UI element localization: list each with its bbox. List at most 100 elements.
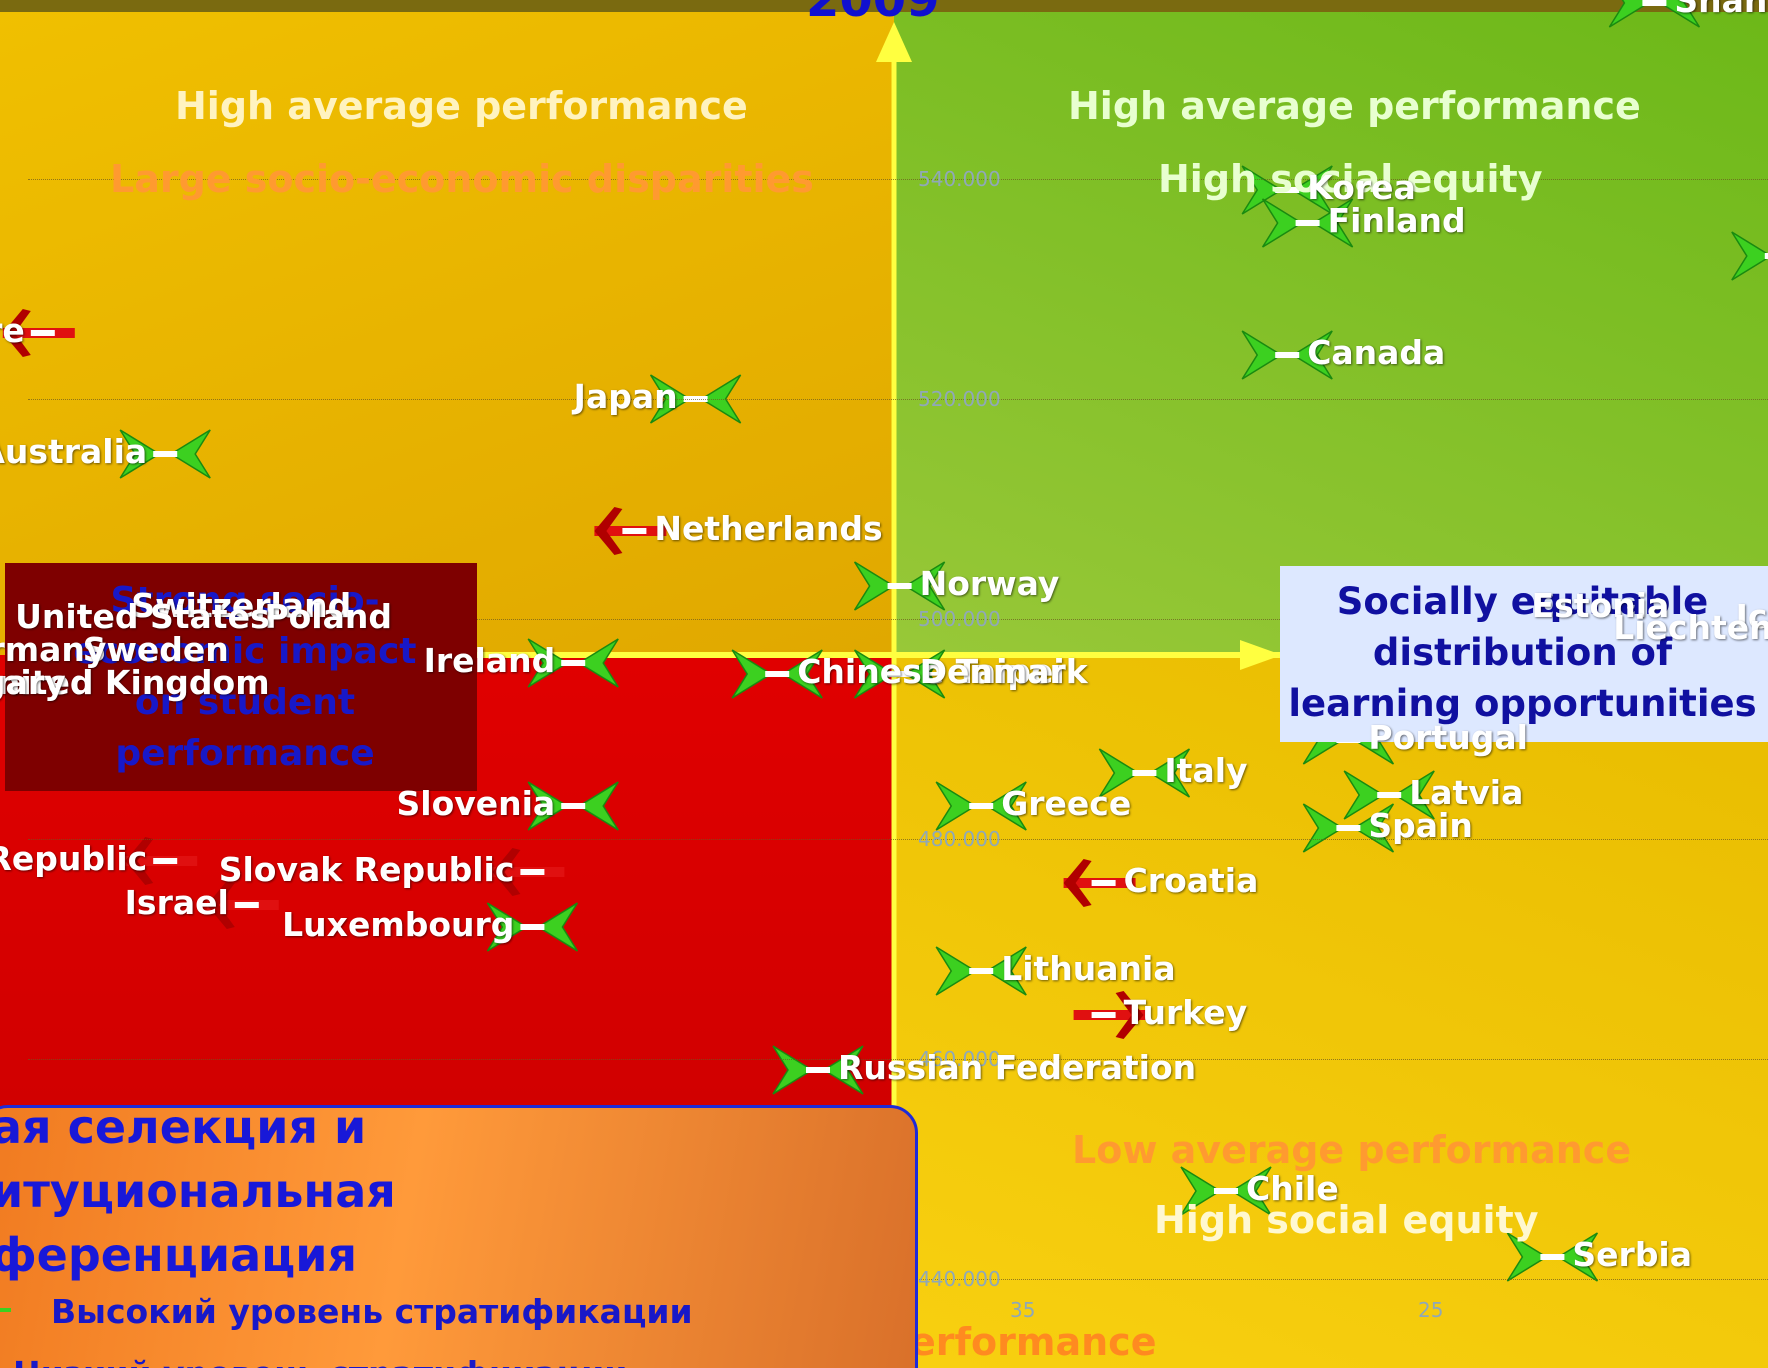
data-point-marker: [206, 881, 279, 929]
country-label: Slovak Republic: [218, 850, 515, 889]
y-tick-label: 480.000: [918, 827, 1001, 851]
country-label: Luxembourg: [282, 905, 515, 944]
horizontal-axis-arrowhead: [1240, 640, 1282, 670]
data-point-marker: [1241, 330, 1333, 380]
data-point-marker: [527, 638, 619, 688]
country-label: Israel: [124, 883, 229, 922]
vertical-axis-arrowhead: [876, 22, 912, 62]
country-label: Korea: [1307, 168, 1416, 207]
country-label: Greece: [1001, 784, 1132, 823]
country-label: Sweden: [82, 630, 229, 669]
chart-title: 2009: [806, 0, 940, 28]
data-point-marker: [1731, 231, 1768, 281]
strong-impact-text: Strong socio-economic impact on student …: [73, 580, 417, 774]
country-label: Singapore: [0, 311, 25, 350]
country-label: Switzerland: [131, 586, 352, 625]
country-label: Latvia: [1409, 773, 1524, 812]
country-label: Russian Federation: [838, 1048, 1197, 1087]
data-point-marker: [594, 507, 667, 555]
country-label: Netherlands: [654, 509, 883, 548]
quadrant-top-left: [0, 0, 894, 655]
bottom-right-subtitle: High social equity: [1154, 1198, 1539, 1242]
country-label: Czech Republic: [0, 839, 148, 878]
gridline-y: [28, 1059, 1768, 1060]
data-point-marker: [935, 946, 1027, 996]
data-point-marker: [1063, 859, 1136, 907]
data-point-marker: [527, 781, 619, 831]
gridline-y: [28, 399, 1768, 400]
country-label: Lithuania: [1001, 949, 1176, 988]
country-label: Australia: [0, 432, 148, 471]
country-label: Liechtenstein: [1613, 608, 1768, 647]
data-point-marker: [772, 1045, 864, 1095]
data-point-marker: [492, 848, 565, 896]
country-label: Shanghai-China: [1674, 0, 1768, 20]
country-label: Japan: [573, 377, 678, 416]
top-band: [0, 0, 1768, 12]
gridline-y: [28, 839, 1768, 840]
y-tick-label: 520.000: [918, 387, 1001, 411]
x-tick-label: 35: [1010, 1298, 1036, 1322]
country-label: Poland: [264, 597, 392, 636]
data-point-marker: [1180, 1166, 1272, 1216]
bottom-right-title: Low average performance: [1072, 1128, 1632, 1172]
data-point-marker: [1608, 0, 1701, 28]
country-label: United States: [15, 597, 270, 636]
country-label: Germany: [0, 630, 107, 669]
country-label: Italy: [1164, 751, 1248, 790]
y-tick-label: 440.000: [918, 1267, 1001, 1291]
legend-high-stratification-marker: [0, 1308, 11, 1312]
data-point-marker: [1506, 1232, 1599, 1282]
country-label: Croatia: [1123, 861, 1259, 900]
data-point-marker: [1261, 198, 1354, 248]
data-point-marker: [1098, 748, 1191, 798]
country-label: Chile: [1246, 1169, 1339, 1208]
country-label: Portugal: [1368, 718, 1528, 757]
legend-title-line-1: ая селекция и: [0, 1100, 367, 1154]
country-label: United Kingdom: [0, 663, 270, 702]
legend-title-line-3: ференциация: [0, 1228, 357, 1282]
x-tick-label: 25: [1418, 1298, 1444, 1322]
country-label: Ireland: [423, 641, 556, 680]
top-left-title: High average performance: [175, 84, 748, 128]
data-point-marker: [1302, 803, 1395, 853]
socially-equitable-text: Socially equitable distribution of learn…: [1288, 580, 1757, 725]
data-point-marker: [125, 837, 198, 885]
data-point-marker: [1073, 991, 1146, 1039]
legend-box: ая селекция и итуциональная ференциация …: [0, 1100, 918, 1368]
legend-low-stratification-label: Низкий уровень стратификации: [13, 1354, 627, 1368]
country-label: Chinese Taipei: [797, 652, 1065, 691]
data-point-marker: [486, 902, 579, 952]
top-right-subtitle: High social equity: [1158, 157, 1543, 201]
country-label: Serbia: [1572, 1235, 1693, 1274]
country-label: Canada: [1307, 333, 1446, 372]
top-right-title: High average performance: [1068, 84, 1641, 128]
country-label: Spain: [1368, 806, 1473, 845]
country-label: Iceland: [1735, 597, 1768, 636]
country-label: Finland: [1327, 201, 1466, 240]
gridline-y: [28, 619, 1768, 620]
strong-impact-box: Strong socio-economic impact on student …: [5, 563, 477, 791]
y-tick-label: 460.000: [918, 1047, 1001, 1071]
quadrant-bottom-right: [894, 655, 1768, 1368]
legend-high-stratification-label: Высокий уровень стратификации: [51, 1292, 693, 1331]
country-label: Turkey: [1123, 993, 1248, 1032]
country-label: Estonia: [1531, 586, 1670, 625]
top-left-subtitle: Large socio-economic disparities: [110, 157, 814, 201]
data-point-marker: [853, 649, 946, 699]
country-label: Denmark: [919, 652, 1088, 691]
data-point-marker: [1241, 165, 1333, 215]
y-tick-label: 540.000: [918, 167, 1001, 191]
bottom-center-partial-label: erformance: [910, 1320, 1157, 1364]
data-point-marker: [731, 649, 823, 699]
legend-title-line-2: итуциональная: [0, 1164, 396, 1218]
data-point-marker: [853, 561, 946, 611]
data-point-marker: [1343, 770, 1435, 820]
country-label: Slovenia: [396, 784, 556, 823]
country-label: Norway: [919, 564, 1060, 603]
data-point-marker: [935, 781, 1027, 831]
data-point-marker: [119, 429, 211, 479]
data-point-marker: [2, 309, 75, 357]
gridline-y: [28, 179, 1768, 180]
